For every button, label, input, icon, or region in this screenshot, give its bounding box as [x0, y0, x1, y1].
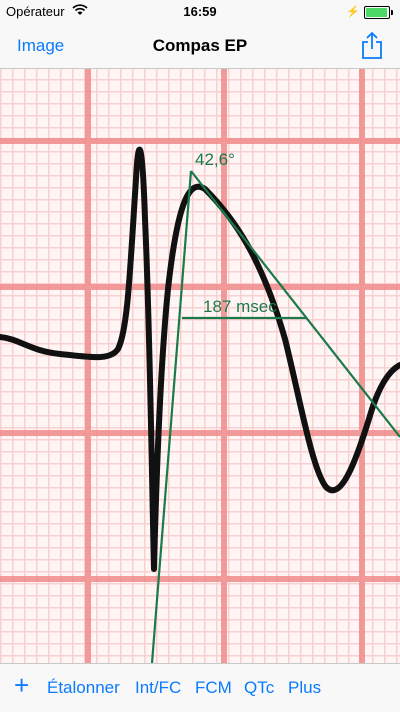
angle-caliper: [150, 170, 400, 663]
interval-label: 187 msec: [203, 297, 277, 316]
charging-icon: ⚡: [346, 6, 360, 18]
carrier-label: Opérateur: [6, 4, 65, 19]
battery-icon: [364, 6, 393, 19]
angle-label: 42,6°: [195, 150, 235, 169]
major-grid: [0, 69, 400, 663]
clock: 16:59: [183, 4, 217, 19]
ecg-canvas[interactable]: 42,6° 187 msec: [0, 69, 400, 663]
ecg-image[interactable]: 42,6° 187 msec: [0, 69, 400, 663]
bottom-toolbar: + Étalonner Int/FC FCM QTc Plus: [0, 663, 400, 712]
add-caliper-button[interactable]: +: [14, 670, 30, 700]
more-button[interactable]: Plus: [288, 678, 322, 697]
ecg-trace: [0, 146, 400, 572]
page-title: Compas EP: [152, 36, 248, 55]
share-icon[interactable]: [360, 30, 384, 60]
status-bar: Opérateur 16:59 ⚡: [0, 0, 400, 24]
qtc-button[interactable]: QTc: [244, 678, 275, 697]
image-button[interactable]: Image: [17, 36, 65, 55]
calibrate-button[interactable]: Étalonner: [47, 678, 120, 697]
mean-rate-button[interactable]: FCM: [195, 678, 232, 697]
wifi-icon: [72, 4, 88, 19]
nav-bar: Image Compas EP: [0, 24, 400, 69]
interval-rate-button[interactable]: Int/FC: [135, 678, 182, 697]
